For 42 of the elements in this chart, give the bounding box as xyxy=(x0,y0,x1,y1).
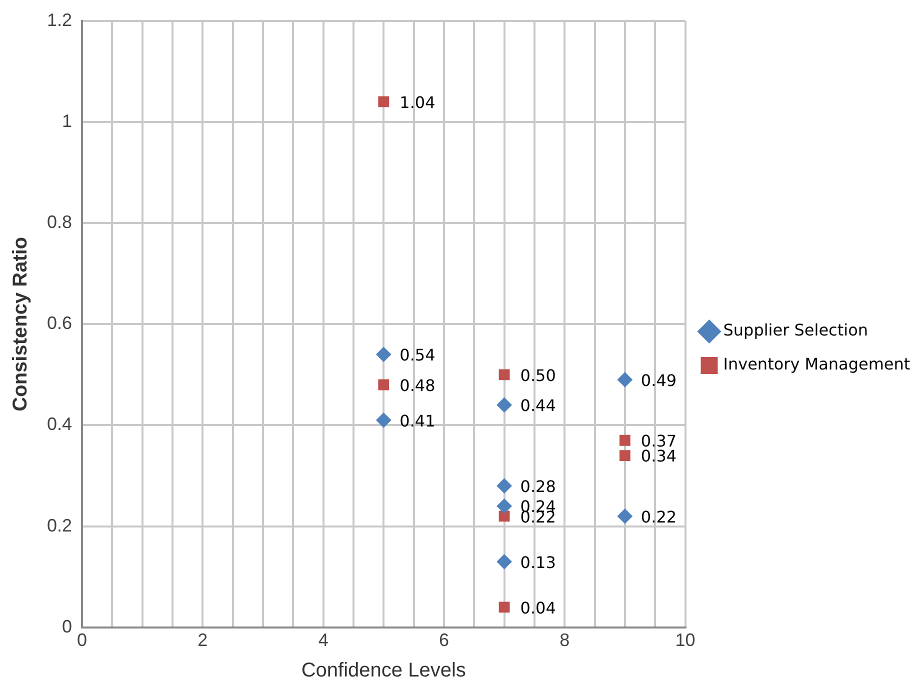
point xyxy=(376,346,392,362)
point xyxy=(498,369,510,380)
x-tick-label: 6 xyxy=(438,630,449,650)
data-label: 0.44 xyxy=(520,396,556,416)
point xyxy=(619,434,630,446)
y-tick-label: 0.6 xyxy=(46,313,72,334)
x-tick-label: 10 xyxy=(675,630,696,650)
y-axis-title: Consistency Ratio xyxy=(10,236,32,412)
legend-label: Inventory Management xyxy=(723,354,910,374)
point xyxy=(498,602,510,613)
point xyxy=(619,450,630,461)
x-tick-label: 0 xyxy=(77,630,88,650)
y-tick-label: 1.2 xyxy=(46,10,72,30)
y-tick-label: 0.4 xyxy=(46,414,72,434)
data-label: 1.04 xyxy=(400,92,436,112)
x-tick-label: 8 xyxy=(560,630,570,650)
data-label: 0.41 xyxy=(400,411,436,430)
data-label: 0.54 xyxy=(400,346,436,365)
x-tick-label: 2 xyxy=(198,630,208,650)
point xyxy=(496,397,512,412)
x-axis-title: Confidence Levels xyxy=(301,660,466,682)
y-tick-label: 0 xyxy=(62,616,72,636)
legend-label: Supplier Selection xyxy=(723,320,868,340)
data-label: 0.28 xyxy=(520,477,556,496)
data-label: 0.04 xyxy=(520,598,556,618)
point xyxy=(378,379,390,390)
point xyxy=(617,372,632,388)
data-label: 0.50 xyxy=(520,366,556,385)
data-label: 0.22 xyxy=(640,507,677,526)
y-tick-label: 0.2 xyxy=(46,515,72,536)
point xyxy=(496,478,512,494)
point xyxy=(617,508,632,524)
point xyxy=(496,554,512,570)
y-tick-label: 1 xyxy=(62,110,72,131)
x-tick-label: 4 xyxy=(318,630,328,650)
data-label: 0.48 xyxy=(400,376,436,395)
point xyxy=(376,412,392,428)
data-label: 0.13 xyxy=(520,552,556,572)
point xyxy=(378,96,390,108)
point xyxy=(496,498,512,514)
data-label: 0.49 xyxy=(640,370,677,390)
y-tick-label: 0.8 xyxy=(46,212,72,232)
